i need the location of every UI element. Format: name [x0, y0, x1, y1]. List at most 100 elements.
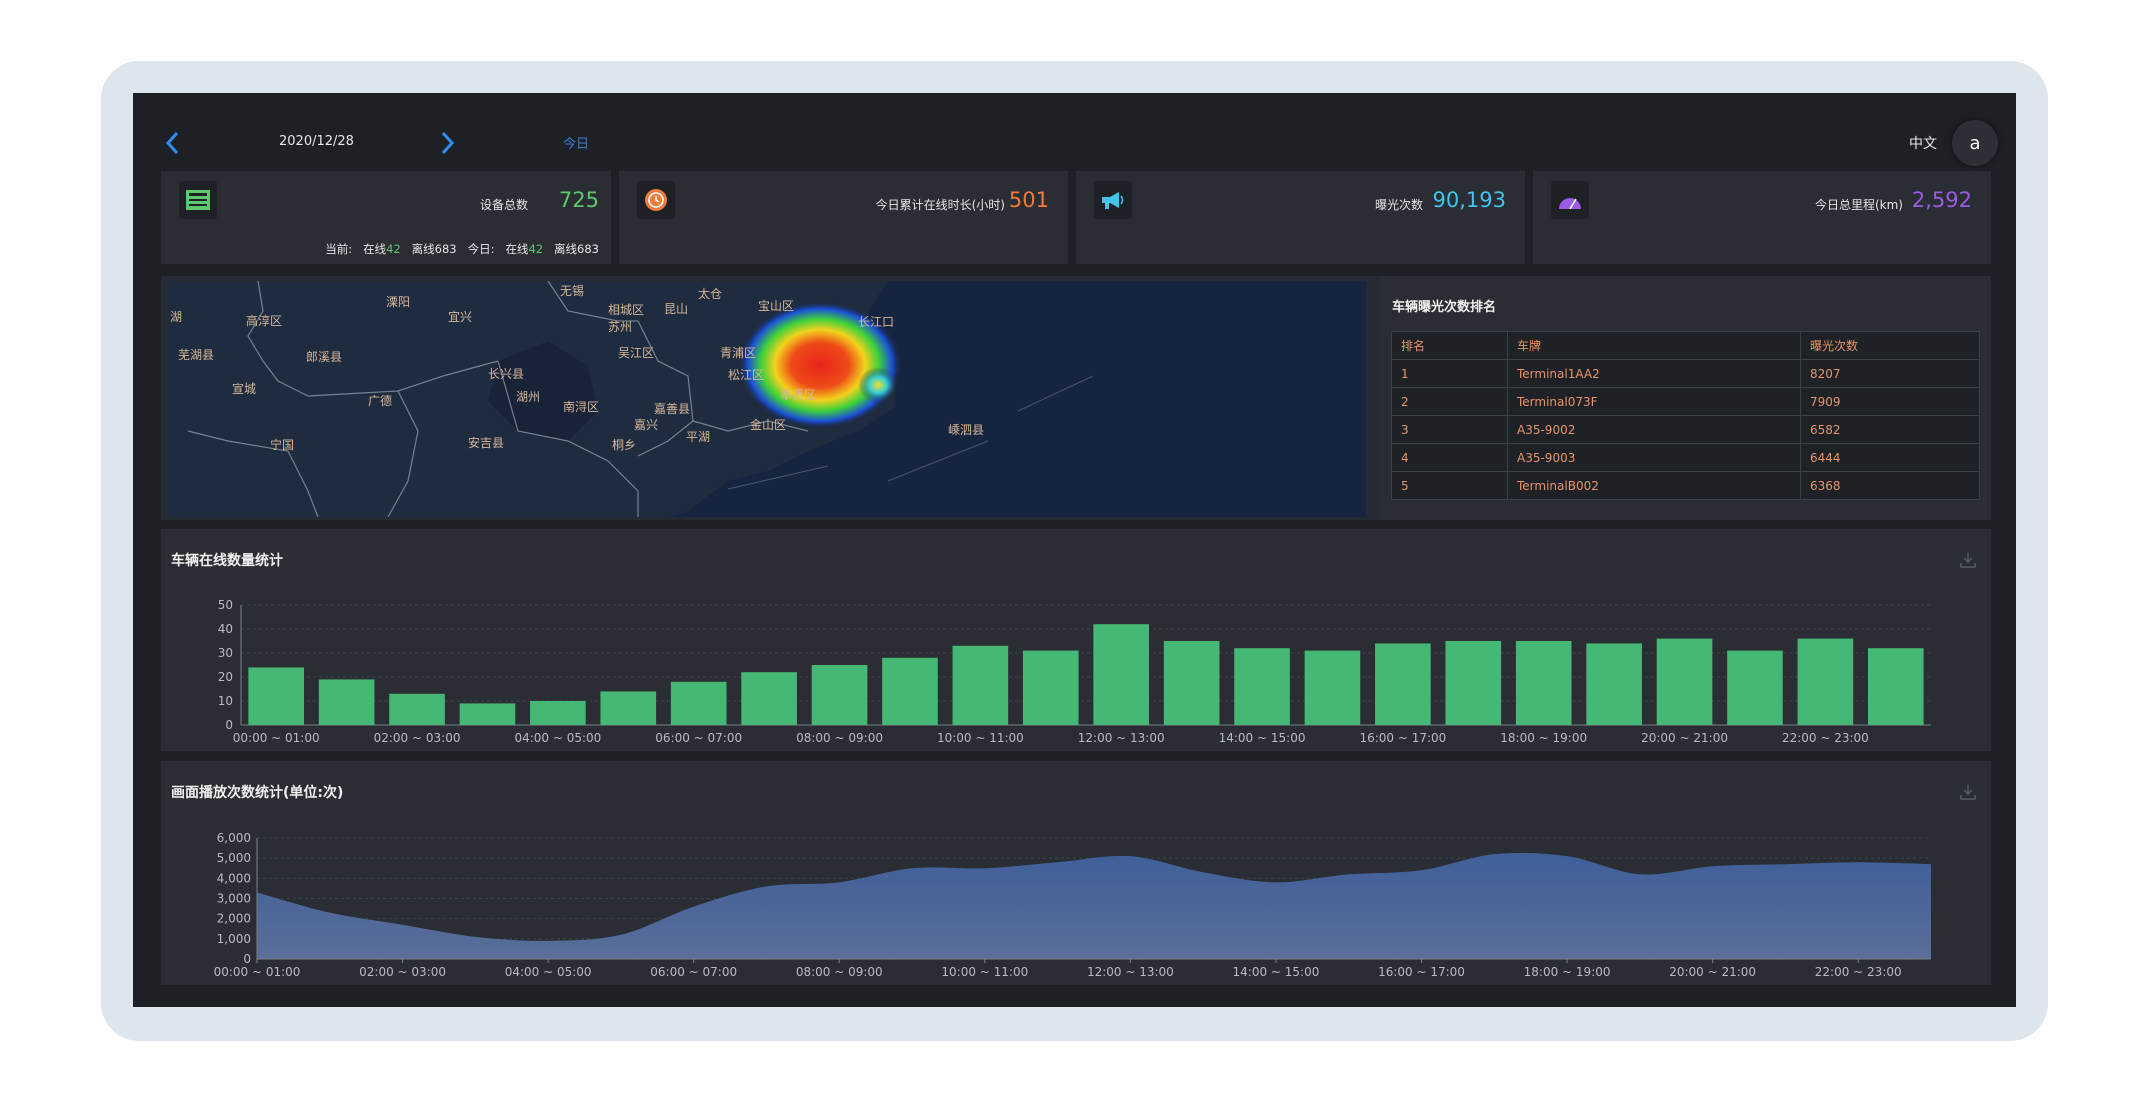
map-place-label: 苏州	[608, 320, 632, 334]
boundary-line	[887, 440, 989, 482]
y-tick-label: 30	[218, 646, 233, 660]
bar[interactable]	[1234, 648, 1290, 725]
language-switch[interactable]: 中文	[1909, 136, 1937, 152]
bar[interactable]	[1586, 643, 1642, 725]
bar[interactable]	[1727, 650, 1783, 725]
online-count-chart: 0 10 20 30 40 50 00:00 ~ 01:00 02:00 ~ 03:00 04:…	[218, 598, 1931, 745]
bar[interactable]	[741, 672, 797, 725]
clock-icon	[637, 181, 675, 219]
bar[interactable]	[600, 691, 657, 725]
bar[interactable]	[1022, 650, 1079, 725]
plate-cell: Terminal1AA2	[1507, 359, 1801, 388]
bar[interactable]	[1656, 638, 1713, 725]
y-tick-label: 40	[218, 622, 233, 636]
card-value: 725	[558, 188, 599, 212]
map-place-label: 太仓	[698, 286, 722, 301]
x-tick-label: 18:00 ~ 19:00	[1500, 731, 1587, 745]
bar[interactable]	[459, 703, 516, 725]
panel-title: 画面播放次数统计(单位:次)	[171, 785, 344, 801]
x-tick-label: 16:00 ~ 17:00	[1359, 731, 1446, 745]
download-icon[interactable]	[1959, 551, 1977, 569]
table-header-row: 排名 车牌 曝光次数	[1391, 331, 1980, 360]
play-count-panel: 画面播放次数统计(单位:次) 0 1,000 2,000 3,000 4,000 5,00…	[161, 761, 1991, 985]
y-tick-label: 4,000	[217, 871, 251, 885]
bar[interactable]	[1445, 641, 1502, 725]
map-place-label: 长江口	[858, 315, 894, 329]
heatmap-map[interactable]: 无锡 溧阳 宜兴 相城区 苏州 太仓 昆山 宝山区 长江口 高淳区 芜湖县 郎溪县 宣城 长兴县 广德 湖州 吴…	[168, 281, 1366, 517]
map-place-label: 长兴县	[488, 367, 524, 381]
online-label: 在线	[363, 242, 387, 256]
boundary-line	[692, 420, 809, 432]
next-date-icon[interactable]	[437, 129, 457, 157]
bar[interactable]	[1093, 624, 1150, 725]
exposure-cell: 8207	[1800, 359, 1980, 388]
x-tick-label: 02:00 ~ 03:00	[359, 965, 446, 979]
bar[interactable]	[1375, 643, 1431, 725]
online-label: 在线	[505, 242, 529, 256]
table-row[interactable]: 2 Terminal073F 7909	[1391, 387, 1980, 416]
map-place-label: 安吉县	[468, 435, 504, 450]
heatmap-panel[interactable]: 无锡 溧阳 宜兴 相城区 苏州 太仓 昆山 宝山区 长江口 高淳区 芜湖县 郎溪县 宣城 长兴县 广德 湖州 吴…	[161, 276, 1381, 520]
prev-date-icon[interactable]	[163, 129, 183, 157]
bar[interactable]	[882, 657, 938, 725]
x-tick-label: 20:00 ~ 21:00	[1669, 965, 1756, 979]
exposure-card: 曝光次数 90,193	[1076, 171, 1525, 264]
bar[interactable]	[670, 681, 727, 725]
bar[interactable]	[318, 679, 375, 725]
exposure-cell: 6582	[1800, 415, 1980, 444]
map-place-label: 桐乡	[612, 438, 636, 452]
map-place-label: 芜湖县	[178, 347, 214, 362]
table-row[interactable]: 4 A35-9003 6444	[1391, 443, 1980, 472]
map-place-label: 南浔区	[563, 399, 599, 414]
map-place-label: 松江区	[728, 368, 764, 382]
bar[interactable]	[1867, 648, 1924, 725]
table-row[interactable]: 5 TerminalB002 6368	[1391, 471, 1980, 500]
current-date: 2020/12/28	[279, 134, 354, 149]
bar[interactable]	[1515, 641, 1572, 725]
bar[interactable]	[1304, 650, 1361, 725]
map-place-label: 金山区	[750, 417, 786, 432]
today-button[interactable]: 今日	[563, 137, 590, 152]
heat-spot	[858, 367, 898, 403]
megaphone-icon	[1094, 181, 1132, 219]
x-tick-label: 12:00 ~ 13:00	[1087, 965, 1174, 979]
map-place-label: 溧阳	[386, 295, 410, 309]
bar[interactable]	[1797, 638, 1854, 725]
online-hours-card: 今日累计在线时长(小时) 501	[619, 171, 1068, 264]
top-bar: 2020/12/28 今日 中文 a	[133, 93, 2016, 166]
bar[interactable]	[389, 693, 445, 725]
table-row[interactable]: 3 A35-9002 6582	[1391, 415, 1980, 444]
x-tick-label: 14:00 ~ 15:00	[1219, 731, 1306, 745]
bar[interactable]	[530, 701, 586, 725]
current-label: 当前:	[325, 242, 353, 256]
x-tick-label: 08:00 ~ 09:00	[796, 965, 883, 979]
column-header: 排名	[1391, 331, 1508, 360]
table-row[interactable]: 1 Terminal1AA2 8207	[1391, 359, 1980, 388]
download-icon[interactable]	[1959, 783, 1977, 801]
map-place-label: 嘉善县	[654, 401, 690, 416]
x-tick-label: 00:00 ~ 01:00	[233, 731, 320, 745]
panel-title: 车辆在线数量统计	[171, 553, 283, 569]
device-status-summary: 当前: 在线42 离线683 今日: 在线42 离线683	[325, 241, 599, 257]
bar[interactable]	[248, 667, 305, 725]
map-place-label: 嘉兴	[634, 418, 658, 432]
map-place-label: 平湖	[686, 429, 710, 444]
y-tick-label: 3,000	[217, 892, 251, 906]
heat-spot	[738, 301, 902, 429]
x-tick-label: 12:00 ~ 13:00	[1078, 731, 1165, 745]
card-value: 501	[1008, 188, 1049, 212]
map-place-label: 湖	[170, 309, 182, 324]
avatar[interactable]: a	[1952, 120, 1998, 166]
boundary-line	[307, 360, 499, 397]
dashboard-screen: 2020/12/28 今日 中文 a 设备总数 725 当前: 在线42 离线6…	[133, 93, 2016, 1007]
y-tick-label: 0	[243, 952, 251, 966]
bar[interactable]	[811, 665, 868, 725]
y-tick-label: 10	[218, 694, 233, 708]
y-tick-label: 0	[225, 718, 233, 732]
bar[interactable]	[1163, 641, 1220, 725]
bar[interactable]	[952, 645, 1009, 725]
x-tick-label: 22:00 ~ 23:00	[1782, 731, 1869, 745]
map-place-label: 宣城	[232, 381, 256, 396]
area-series[interactable]	[257, 852, 1931, 959]
map-place-label: 吴江区	[618, 346, 654, 360]
